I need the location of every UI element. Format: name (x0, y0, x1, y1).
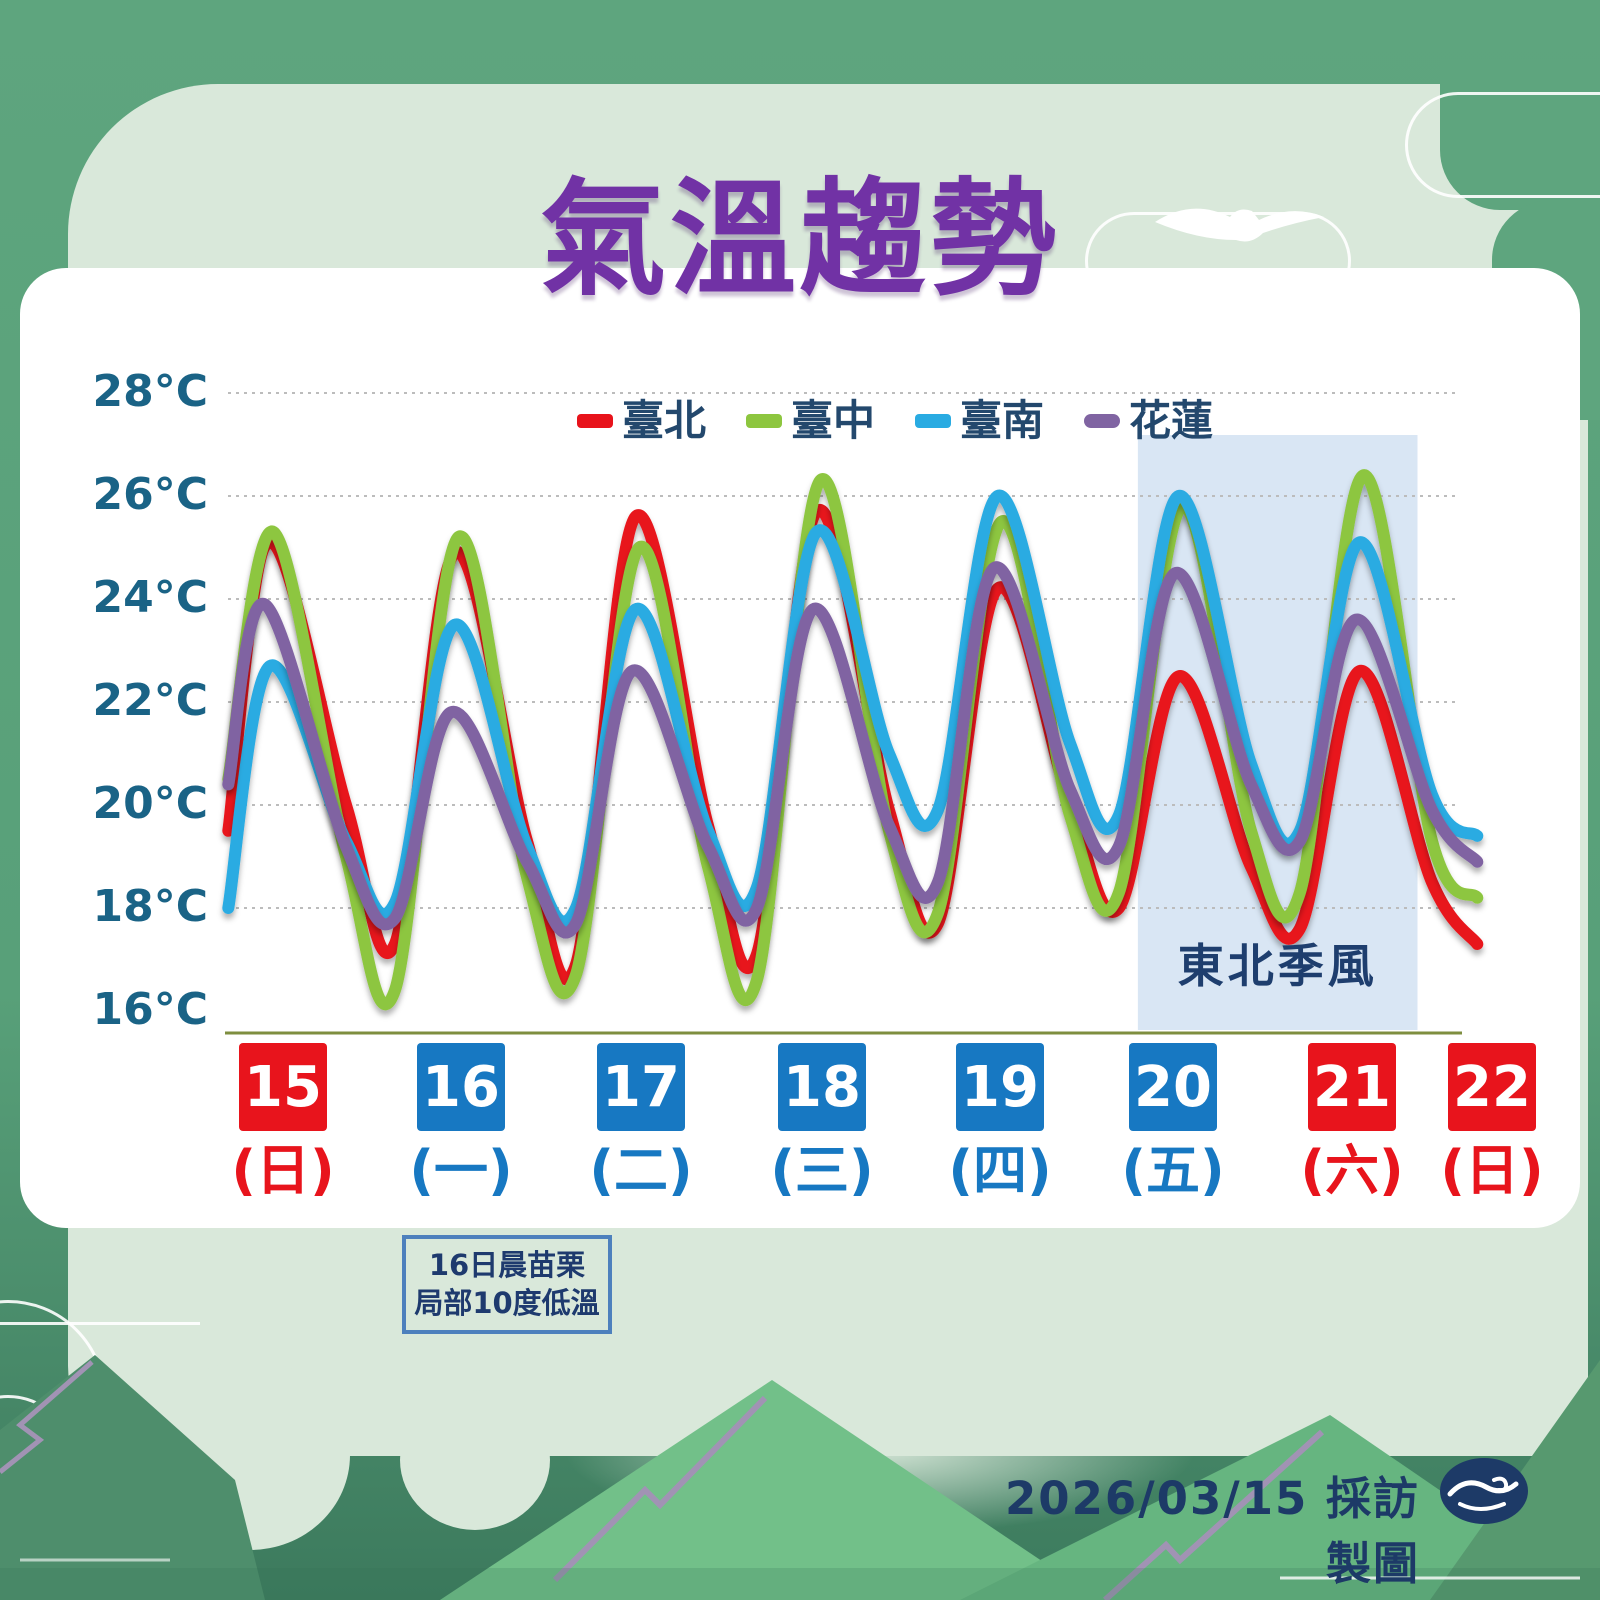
date-box: 16 (417, 1043, 505, 1131)
legend-item-臺南: 臺南 (915, 400, 1044, 442)
weekday-label: (二) (589, 1139, 693, 1202)
monsoon-band-label: 東北季風 (1177, 939, 1378, 993)
date-column-21: 21 (六) (1272, 1043, 1432, 1200)
date-column-18: 18 (三) (742, 1043, 902, 1200)
cloud-outline-icon (1405, 92, 1600, 198)
legend-item-花蓮: 花蓮 (1084, 400, 1213, 442)
date-box: 18 (778, 1043, 866, 1131)
note-line-2: 局部10度低溫 (414, 1285, 600, 1320)
low-temp-note-box: 16日晨苗栗 局部10度低溫 (402, 1235, 612, 1335)
date-box: 21 (1308, 1043, 1396, 1131)
weekday-label: (六) (1300, 1139, 1404, 1202)
y-tick-label: 16°C (92, 984, 208, 1035)
legend-marker-icon (1084, 414, 1121, 428)
cwa-logo-icon (1440, 1458, 1528, 1524)
weekday-label: (日) (231, 1139, 335, 1202)
y-tick-label: 28°C (92, 366, 208, 417)
y-tick-label: 26°C (92, 469, 208, 520)
date-column-19: 19 (四) (920, 1043, 1080, 1200)
weekday-label: (三) (770, 1139, 874, 1202)
weekday-label: (五) (1121, 1139, 1225, 1202)
date-column-16: 16 (一) (381, 1043, 541, 1200)
note-line-1: 16日晨苗栗 (428, 1248, 586, 1282)
legend-marker-icon (576, 414, 613, 428)
date-column-22: 22 (日) (1412, 1043, 1572, 1200)
y-tick-label: 20°C (92, 778, 208, 829)
cloud-bump (150, 1360, 350, 1550)
date-column-17: 17 (二) (561, 1043, 721, 1200)
date-column-20: 20 (五) (1093, 1043, 1253, 1200)
legend-item-臺北: 臺北 (576, 396, 706, 445)
legend-item-臺中: 臺中 (745, 396, 875, 445)
y-tick-label: 22°C (92, 675, 208, 726)
legend-label: 臺南 (960, 396, 1045, 445)
legend-marker-icon (915, 414, 951, 428)
weekday-label: (日) (1440, 1139, 1544, 1202)
date-box: 17 (597, 1043, 685, 1131)
weekday-label: (四) (948, 1139, 1052, 1202)
chart-legend: 臺北 臺中 臺南 花蓮 (280, 400, 1510, 442)
date-box: 15 (239, 1043, 327, 1131)
y-tick-label: 24°C (92, 572, 208, 623)
date-box: 22 (1448, 1043, 1536, 1131)
date-column-15: 15 (日) (203, 1043, 363, 1200)
page-title: 氣溫趨勢 (540, 166, 1060, 313)
legend-label: 臺北 (621, 396, 706, 445)
legend-marker-icon (745, 414, 782, 428)
legend-label: 花蓮 (1129, 396, 1214, 445)
date-box: 20 (1129, 1043, 1217, 1131)
date-box: 19 (956, 1043, 1044, 1131)
y-tick-label: 18°C (92, 881, 208, 932)
weekday-label: (一) (409, 1139, 513, 1202)
credit-text: 2026/03/15 採訪製圖 (1004, 1472, 1420, 1590)
cloud-line (0, 1322, 200, 1325)
legend-label: 臺中 (790, 396, 875, 445)
